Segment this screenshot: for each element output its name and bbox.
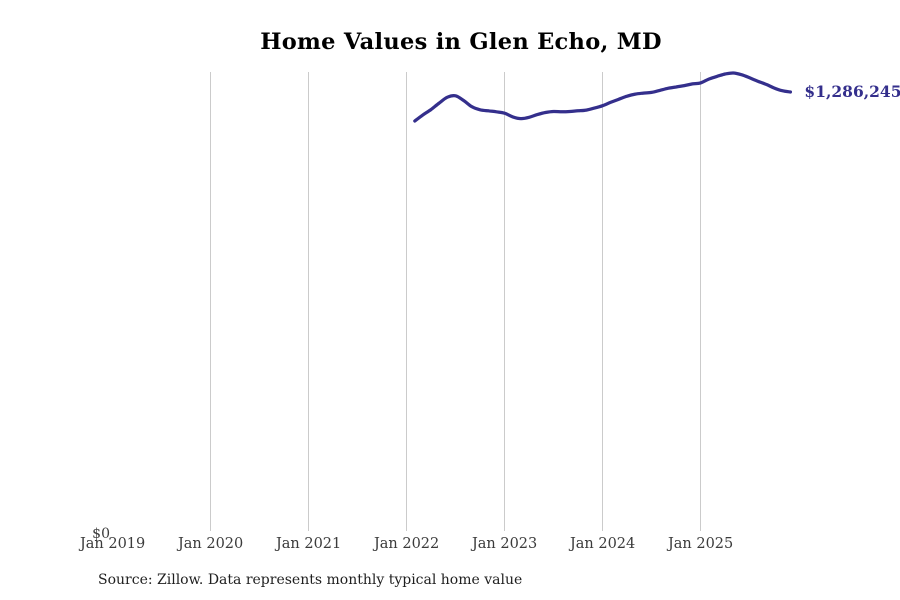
x-axis-label-jan-2025: Jan 2025 [667, 536, 734, 552]
x-axis-label-jan-2023: Jan 2023 [471, 536, 538, 552]
chart-title: Home Values in Glen Echo, MD [260, 29, 662, 55]
y-axis-zero-label: $0 [92, 526, 110, 542]
end-value-label: $1,286,245 [804, 81, 900, 101]
year-gridlines [210, 72, 702, 531]
x-axis-label-jan-2020: Jan 2020 [177, 536, 244, 552]
home-value-line [413, 71, 793, 123]
x-axis-label-jan-2022: Jan 2022 [373, 536, 440, 552]
source-note: Source: Zillow. Data represents monthly … [98, 572, 523, 588]
x-axis-label-jan-2024: Jan 2024 [569, 536, 636, 552]
x-axis-label-jan-2021: Jan 2021 [275, 536, 342, 552]
x-axis-label-jan-2019: Jan 2019 [79, 536, 146, 552]
